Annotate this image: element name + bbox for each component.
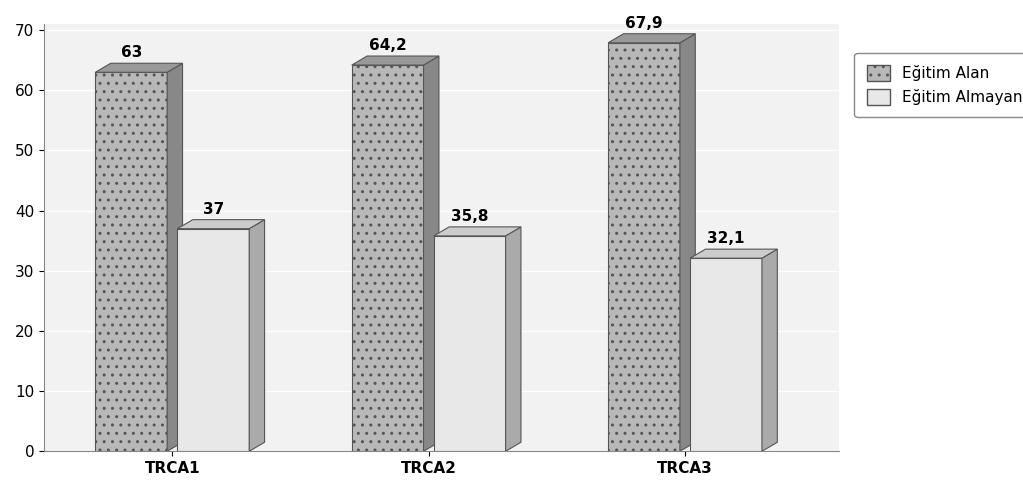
Text: 64,2: 64,2	[368, 38, 406, 53]
Text: 35,8: 35,8	[451, 209, 488, 224]
Text: 37: 37	[203, 202, 224, 217]
Polygon shape	[762, 249, 777, 451]
Polygon shape	[424, 56, 439, 451]
Polygon shape	[680, 34, 696, 451]
Polygon shape	[434, 236, 505, 451]
Legend: Eğitim Alan, Eğitim Almayan: Eğitim Alan, Eğitim Almayan	[854, 53, 1023, 117]
Polygon shape	[352, 56, 439, 65]
Polygon shape	[608, 43, 680, 451]
Polygon shape	[608, 34, 696, 43]
Text: 32,1: 32,1	[707, 231, 745, 246]
Polygon shape	[250, 219, 265, 451]
Polygon shape	[167, 63, 182, 451]
Polygon shape	[95, 72, 167, 451]
Polygon shape	[505, 227, 521, 451]
Polygon shape	[691, 258, 762, 451]
Polygon shape	[352, 65, 424, 451]
Polygon shape	[177, 229, 250, 451]
Polygon shape	[691, 249, 777, 258]
Text: 67,9: 67,9	[625, 16, 663, 31]
Polygon shape	[434, 227, 521, 236]
Text: 63: 63	[121, 45, 142, 60]
Polygon shape	[177, 219, 265, 229]
Polygon shape	[95, 63, 182, 72]
